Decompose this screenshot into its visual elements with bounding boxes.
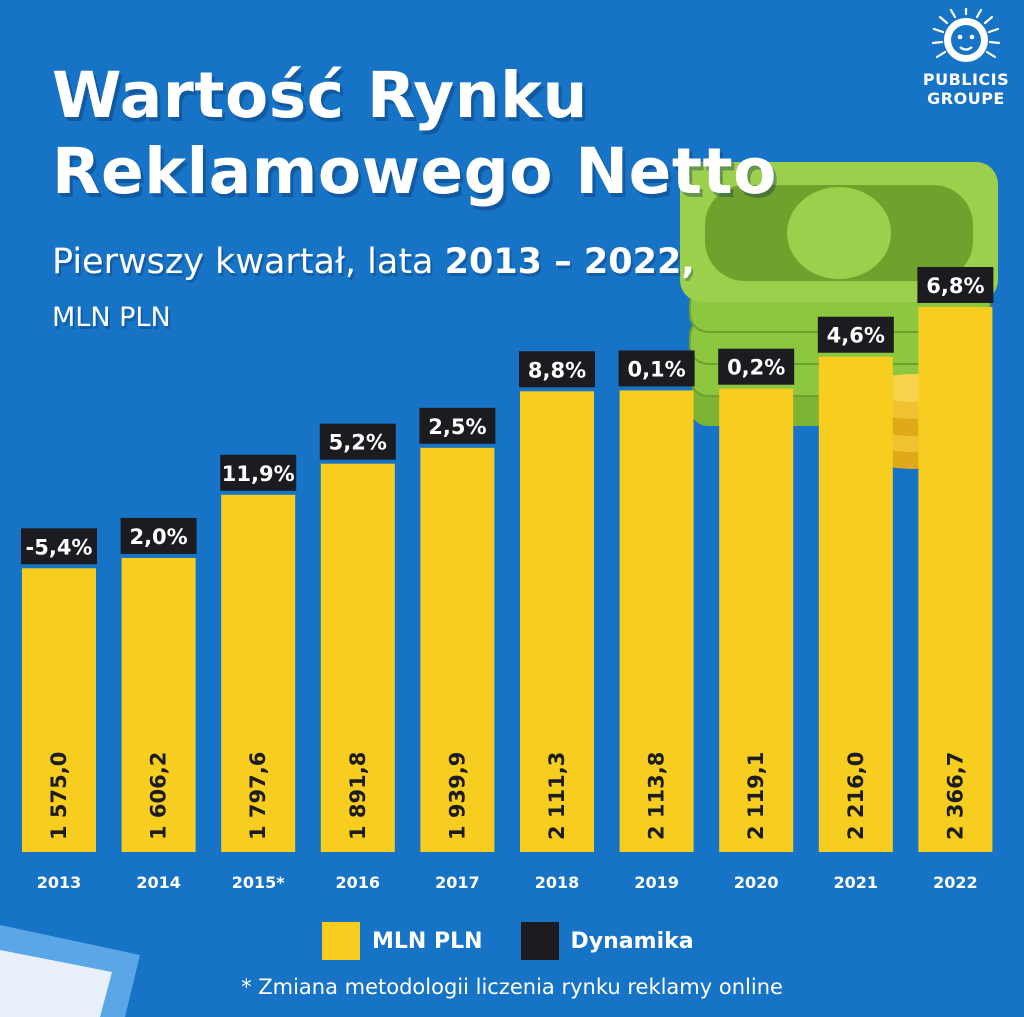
footnote: * Zmiana metodologii liczenia rynku rekl… bbox=[241, 975, 783, 999]
unit-label: MLN PLN bbox=[52, 302, 171, 333]
x-tick-label: 2019 bbox=[634, 873, 679, 892]
dynamics-label: 2,0% bbox=[129, 525, 187, 549]
bar-value-label: 1 939,9 bbox=[445, 752, 469, 840]
bar-value-label: 1 891,8 bbox=[346, 752, 370, 840]
dynamics-label: 0,2% bbox=[727, 356, 785, 380]
bar-2019 bbox=[619, 390, 694, 852]
dynamics-label: 2,5% bbox=[428, 415, 486, 439]
subtitle-prefix: Pierwszy kwartał, lata bbox=[52, 242, 445, 282]
banknote-stack-icon bbox=[680, 162, 998, 426]
bar-2013 bbox=[22, 568, 96, 852]
x-tick-label: 2021 bbox=[834, 873, 879, 892]
dynamics-box bbox=[319, 423, 396, 460]
subtitle-years: 2013 – 2022, bbox=[444, 242, 695, 282]
x-tick-label: 2022 bbox=[933, 873, 978, 892]
dynamics-box bbox=[21, 528, 97, 565]
bar-2015 bbox=[221, 494, 296, 852]
bar-2022 bbox=[918, 306, 993, 852]
bar-value-label: 1 797,6 bbox=[246, 752, 270, 840]
dynamics-box bbox=[519, 351, 595, 388]
dynamics-box bbox=[618, 350, 695, 387]
x-tick-label: 2015* bbox=[232, 873, 286, 892]
dynamics-label: -5,4% bbox=[26, 535, 93, 559]
bar-2017 bbox=[420, 447, 495, 852]
dynamics-label: 5,2% bbox=[329, 431, 387, 455]
bar-value-label: 2 119,1 bbox=[744, 752, 768, 840]
title-line-2: Reklamowego Netto bbox=[52, 135, 777, 208]
dynamics-label: 11,9% bbox=[222, 462, 295, 486]
legend-item-dynamika: Dynamika bbox=[520, 922, 694, 960]
dynamics-label: 6,8% bbox=[926, 274, 984, 298]
dynamics-box bbox=[817, 316, 894, 353]
dynamics-box bbox=[718, 348, 795, 385]
bar-value-label: 1 606,2 bbox=[147, 752, 171, 840]
legend-label-mln-pln: MLN PLN bbox=[372, 928, 483, 954]
title-line-1: Wartość Rynku bbox=[52, 59, 588, 132]
dynamics-box bbox=[419, 407, 496, 444]
dynamics-box bbox=[917, 266, 994, 303]
corner-decor bbox=[0, 925, 140, 1017]
legend-label-dynamika: Dynamika bbox=[570, 928, 694, 954]
x-tick-label: 2018 bbox=[535, 873, 580, 892]
bar-2020 bbox=[719, 388, 794, 852]
legend: MLN PLN Dynamika bbox=[322, 922, 732, 960]
bar-value-label: 2 366,7 bbox=[943, 752, 967, 840]
bar-value-label: 2 113,8 bbox=[645, 752, 669, 840]
brand-line-2: GROUPE bbox=[927, 89, 1005, 108]
legend-swatch-dynamika bbox=[520, 922, 559, 960]
bar-2018 bbox=[520, 391, 594, 852]
x-tick-label: 2016 bbox=[336, 873, 381, 892]
subtitle: Pierwszy kwartał, lata 2013 – 2022, bbox=[52, 242, 695, 282]
bar-2014 bbox=[121, 557, 196, 852]
bar-value-label: 2 216,0 bbox=[844, 752, 868, 840]
x-tick-label: 2014 bbox=[136, 873, 181, 892]
bar-value-label: 2 111,3 bbox=[545, 752, 569, 840]
dynamics-label: 0,1% bbox=[627, 357, 685, 381]
legend-swatch-mln-pln bbox=[322, 922, 360, 960]
bar-2016 bbox=[320, 463, 395, 852]
dynamics-label: 8,8% bbox=[528, 358, 586, 382]
x-tick-label: 2017 bbox=[435, 873, 480, 892]
brand-line-1: PUBLICIS bbox=[922, 70, 1010, 89]
page-title: Wartość Rynku Reklamowego Netto bbox=[52, 58, 777, 210]
lion-head-icon bbox=[931, 8, 1001, 62]
legend-item-mln-pln: MLN PLN bbox=[322, 922, 483, 960]
dynamics-box bbox=[120, 517, 197, 554]
dynamics-box bbox=[220, 454, 297, 491]
brand-logo: PUBLICIS GROUPE bbox=[908, 8, 1024, 108]
x-tick-label: 2020 bbox=[734, 873, 779, 892]
x-tick-label: 2013 bbox=[37, 873, 82, 892]
bar-2021 bbox=[818, 356, 893, 852]
dynamics-label: 4,6% bbox=[827, 324, 885, 348]
bar-value-label: 1 575,0 bbox=[47, 752, 71, 840]
